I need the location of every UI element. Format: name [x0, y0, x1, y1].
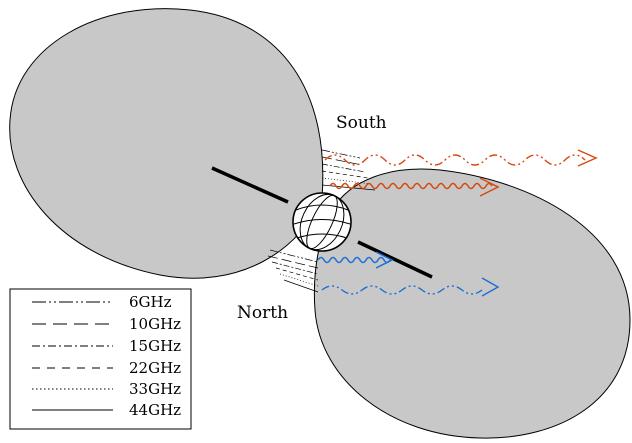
south-label: South	[336, 113, 387, 133]
globe-icon	[292, 192, 352, 252]
legend-label-33ghz: 33GHz	[129, 380, 181, 398]
south-lobe	[9, 8, 324, 279]
jet-axis-north	[357, 240, 433, 279]
jet-axis-south	[211, 166, 289, 204]
legend-label-15ghz: 15GHz	[129, 337, 181, 355]
north-arrow-inner	[317, 251, 394, 269]
legend-label-6ghz: 6GHz	[129, 293, 172, 311]
north-lobe	[313, 168, 631, 439]
legend: 6GHz 10GHz 15GHz 22GHz 33GHz 44GHz	[9, 288, 192, 430]
legend-label-10ghz: 10GHz	[129, 315, 181, 333]
south-arrow-outer	[324, 149, 598, 167]
north-label: North	[237, 303, 288, 323]
north-arrow-outer	[321, 277, 500, 297]
south-arrow-inner	[329, 177, 500, 197]
legend-label-22ghz: 22GHz	[129, 359, 181, 377]
legend-label-44ghz: 44GHz	[129, 401, 181, 419]
legend-box	[9, 288, 192, 430]
north-jet-lines	[267, 249, 319, 293]
